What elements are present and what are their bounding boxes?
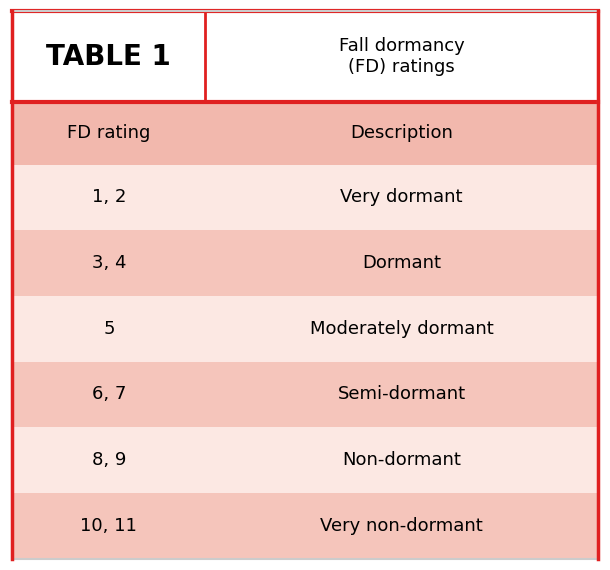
Bar <box>12 296 598 361</box>
Bar <box>12 361 598 428</box>
Text: 8, 9: 8, 9 <box>92 451 126 469</box>
Text: Very dormant: Very dormant <box>340 189 463 206</box>
Text: Semi-dormant: Semi-dormant <box>337 385 465 404</box>
Bar <box>12 230 598 296</box>
Bar <box>12 428 598 493</box>
Text: Non-dormant: Non-dormant <box>342 451 461 469</box>
Text: FD rating: FD rating <box>67 124 151 142</box>
Bar <box>12 165 598 230</box>
Text: 5: 5 <box>103 320 115 338</box>
Text: Moderately dormant: Moderately dormant <box>310 320 493 338</box>
Text: 3, 4: 3, 4 <box>92 254 126 272</box>
Text: Very non-dormant: Very non-dormant <box>320 517 483 535</box>
Text: 6, 7: 6, 7 <box>92 385 126 404</box>
Text: Fall dormancy
(FD) ratings: Fall dormancy (FD) ratings <box>339 37 464 76</box>
Text: Dormant: Dormant <box>362 254 441 272</box>
Text: TABLE 1: TABLE 1 <box>46 43 171 71</box>
Bar <box>12 101 598 165</box>
Bar <box>12 11 598 101</box>
Text: Description: Description <box>350 124 453 142</box>
Text: 1, 2: 1, 2 <box>92 189 126 206</box>
Bar <box>12 493 598 559</box>
Text: 10, 11: 10, 11 <box>81 517 137 535</box>
